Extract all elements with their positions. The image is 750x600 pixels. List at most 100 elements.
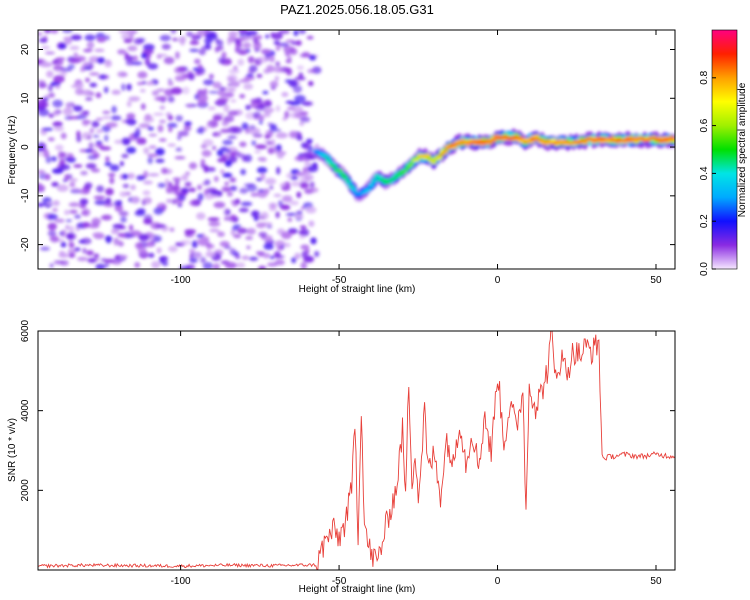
snr-series-line [38, 331, 675, 570]
noise-blob [52, 168, 64, 174]
noise-blob [299, 116, 311, 123]
noise-blob [204, 179, 211, 186]
noise-blob [52, 99, 63, 108]
noise-blob [96, 144, 104, 148]
noise-blob [223, 92, 234, 98]
noise-blob [269, 185, 274, 190]
colorbar-label: Normalized spectral amplitude [737, 82, 748, 217]
x-tick-label: -100 [171, 275, 191, 286]
colorbar-gradient [711, 29, 738, 270]
noise-blob [233, 224, 242, 229]
noise-blob [75, 83, 84, 89]
noise-blob [158, 256, 169, 262]
noise-blob [208, 90, 220, 94]
noise-blob [205, 251, 216, 258]
noise-blob [110, 115, 122, 121]
noise-blob [200, 45, 212, 50]
noise-blob [203, 188, 209, 196]
noise-blob [159, 119, 166, 124]
noise-blob [104, 134, 109, 142]
noise-blob [199, 256, 207, 264]
noise-blob [269, 80, 279, 88]
noise-blob [224, 160, 232, 167]
noise-blob [216, 149, 224, 157]
noise-blob [54, 218, 65, 223]
noise-blob [144, 58, 151, 66]
noise-blob [217, 157, 227, 163]
noise-blob [258, 265, 267, 269]
spectrogram-frame [37, 29, 676, 270]
noise-blob [218, 56, 226, 64]
noise-blob [42, 127, 54, 131]
y-tick-label: 2000 [20, 479, 31, 502]
noise-blob [203, 88, 208, 96]
noise-blob [268, 205, 277, 212]
noise-blob [172, 177, 182, 181]
noise-blob [60, 132, 67, 140]
noise-blob [54, 144, 64, 151]
noise-blob [300, 261, 308, 269]
noise-blob [79, 198, 89, 205]
ridge-blob [430, 162, 437, 165]
ridge-blob [387, 179, 395, 182]
ridge-blob [487, 143, 495, 146]
noise-blob [126, 83, 132, 91]
noise-blob [226, 191, 233, 197]
noise-blob [89, 82, 98, 88]
noise-blob [223, 115, 235, 123]
noise-blob [300, 142, 309, 149]
ridge-blob [313, 149, 321, 152]
noise-blob [212, 263, 220, 269]
noise-blob [240, 168, 247, 176]
noise-blob [38, 184, 46, 192]
noise-blob [131, 196, 140, 204]
noise-blob [262, 112, 271, 118]
noise-blob [287, 106, 296, 111]
noise-blob [175, 51, 180, 60]
noise-blob [181, 187, 190, 194]
noise-blob [237, 58, 245, 66]
noise-blob [309, 54, 317, 61]
noise-blob [135, 242, 144, 250]
noise-blob [157, 53, 168, 57]
noise-blob [189, 40, 200, 46]
noise-blob [181, 174, 189, 182]
noise-blob [134, 262, 141, 268]
noise-blob [289, 47, 298, 56]
noise-blob [96, 37, 107, 43]
noise-blob [94, 199, 107, 206]
noise-blob [121, 137, 131, 144]
ridge-blob [459, 139, 466, 142]
noise-blob [260, 172, 266, 181]
ridge-blob [527, 137, 534, 140]
noise-blob [212, 114, 223, 121]
noise-blob [258, 157, 267, 162]
noise-blob [241, 122, 249, 130]
noise-blob [55, 57, 66, 61]
noise-blob [205, 33, 218, 41]
noise-blob [68, 253, 76, 258]
noise-blob [121, 173, 129, 180]
noise-blob [142, 197, 152, 205]
noise-blob [214, 46, 220, 53]
noise-blob [137, 250, 149, 255]
noise-blob [307, 68, 316, 74]
noise-blob [247, 56, 255, 64]
noise-blob [207, 106, 216, 111]
ridge-blob [342, 176, 349, 178]
noise-blob [284, 110, 290, 119]
ridge-blob [533, 134, 540, 138]
noise-blob [56, 184, 69, 192]
noise-blob [120, 33, 131, 40]
y-tick-label: 0 [20, 144, 31, 150]
ridge-blob [484, 139, 492, 142]
ridge-blob [607, 137, 614, 139]
noise-blob [294, 214, 304, 219]
noise-blob [148, 252, 155, 258]
noise-blob [189, 199, 199, 207]
noise-blob [143, 116, 155, 123]
ridge-blob [439, 153, 446, 156]
noise-blob [205, 242, 212, 249]
noise-blob [240, 201, 253, 207]
noise-blob [126, 100, 132, 108]
